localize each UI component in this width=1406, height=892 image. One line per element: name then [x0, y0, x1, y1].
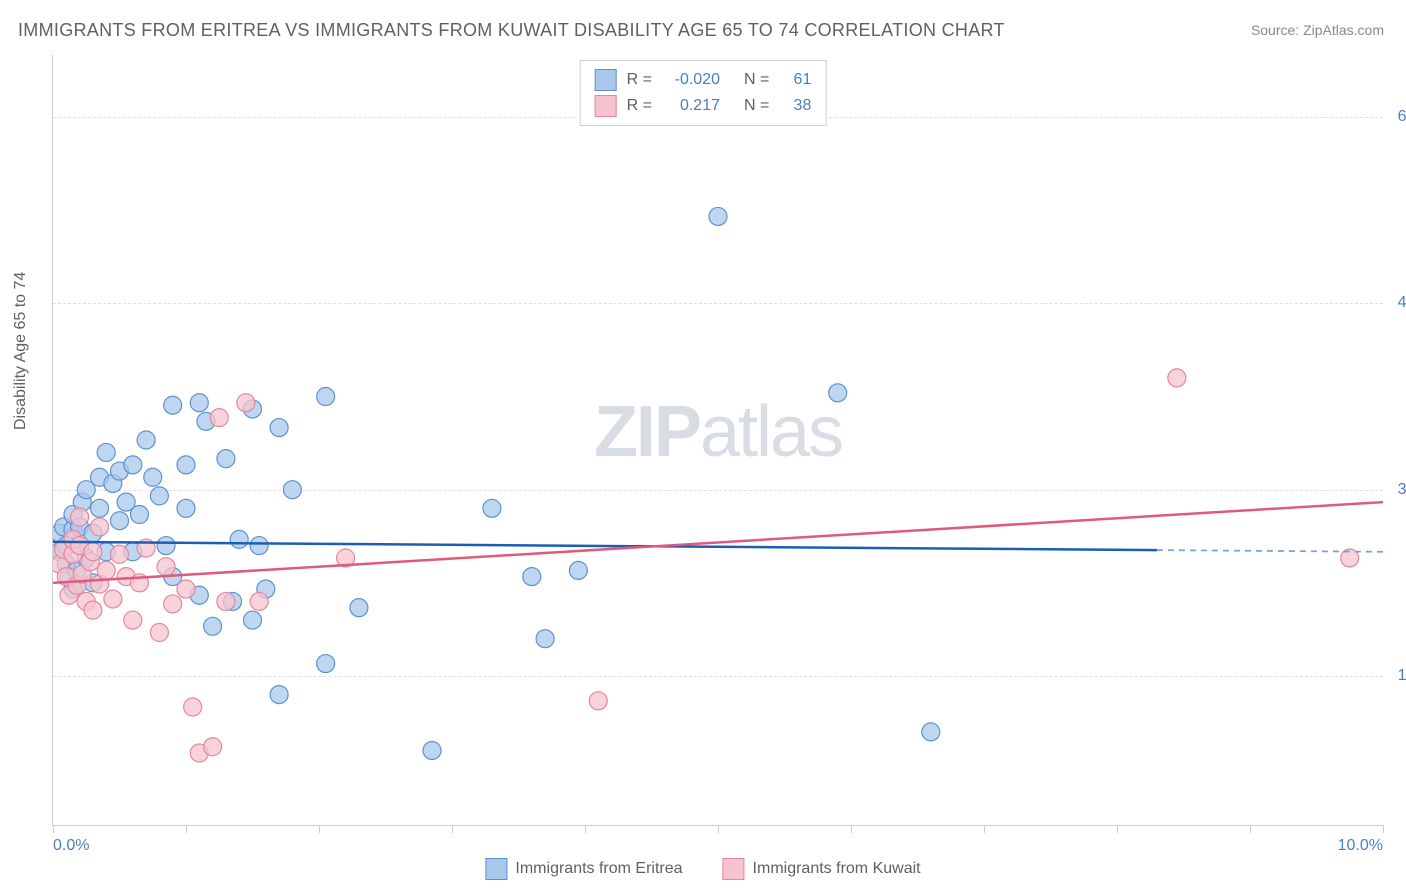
legend-series-item: Immigrants from Eritrea	[485, 858, 682, 880]
data-point	[589, 692, 607, 710]
data-point	[483, 499, 501, 517]
data-point	[523, 568, 541, 586]
y-tick-label: 30.0%	[1398, 481, 1406, 499]
correlation-legend: R = -0.020 N = 61 R = 0.217 N = 38	[580, 60, 827, 126]
data-point	[150, 487, 168, 505]
data-point	[190, 394, 208, 412]
x-tick-label: 10.0%	[1338, 837, 1383, 855]
data-point	[130, 506, 148, 524]
legend-swatch	[723, 858, 745, 880]
data-point	[84, 543, 102, 561]
data-point	[71, 508, 89, 526]
data-point	[177, 580, 195, 598]
data-point	[204, 617, 222, 635]
legend-correlation-row: R = 0.217 N = 38	[595, 93, 812, 119]
data-point	[97, 561, 115, 579]
data-point	[164, 595, 182, 613]
x-tick	[319, 825, 320, 833]
legend-r-label: R =	[627, 97, 652, 115]
data-point	[124, 611, 142, 629]
chart-plot-area: ZIPatlas 15.0%30.0%45.0%60.0%0.0%10.0%	[52, 55, 1383, 826]
data-point	[104, 590, 122, 608]
x-tick	[718, 825, 719, 833]
data-point	[177, 456, 195, 474]
data-point	[829, 384, 847, 402]
data-point	[270, 686, 288, 704]
x-tick	[851, 825, 852, 833]
data-point	[244, 611, 262, 629]
data-point	[157, 558, 175, 576]
data-point	[157, 537, 175, 555]
data-point	[1168, 369, 1186, 387]
legend-r-value: -0.020	[666, 71, 720, 89]
data-point	[111, 545, 129, 563]
legend-swatch	[595, 69, 617, 91]
data-point	[317, 655, 335, 673]
x-tick	[585, 825, 586, 833]
x-tick	[984, 825, 985, 833]
y-tick-label: 60.0%	[1398, 108, 1406, 126]
data-point	[124, 456, 142, 474]
x-tick	[1250, 825, 1251, 833]
data-point	[922, 723, 940, 741]
data-point	[144, 468, 162, 486]
data-point	[217, 450, 235, 468]
data-point	[350, 599, 368, 617]
y-axis-label: Disability Age 65 to 74	[12, 272, 30, 430]
data-point	[709, 207, 727, 225]
x-tick	[186, 825, 187, 833]
x-tick	[452, 825, 453, 833]
data-point	[184, 698, 202, 716]
x-tick	[53, 825, 54, 833]
data-point	[536, 630, 554, 648]
data-point	[91, 499, 109, 517]
legend-r-value: 0.217	[666, 97, 720, 115]
legend-series-label: Immigrants from Eritrea	[515, 860, 682, 878]
y-tick-label: 15.0%	[1398, 667, 1406, 685]
legend-n-value: 61	[783, 71, 811, 89]
data-point	[423, 741, 441, 759]
data-point	[97, 443, 115, 461]
data-point	[210, 409, 228, 427]
legend-n-label: N =	[744, 97, 769, 115]
data-point	[270, 419, 288, 437]
data-point	[569, 561, 587, 579]
legend-swatch	[595, 95, 617, 117]
data-point	[177, 499, 195, 517]
legend-correlation-row: R = -0.020 N = 61	[595, 67, 812, 93]
series-legend: Immigrants from Eritrea Immigrants from …	[485, 858, 920, 880]
legend-r-label: R =	[627, 71, 652, 89]
legend-swatch	[485, 858, 507, 880]
data-point	[111, 512, 129, 530]
data-point	[217, 592, 235, 610]
x-tick	[1117, 825, 1118, 833]
data-point	[317, 388, 335, 406]
legend-n-label: N =	[744, 71, 769, 89]
data-point	[150, 624, 168, 642]
chart-title: IMMIGRANTS FROM ERITREA VS IMMIGRANTS FR…	[18, 20, 1005, 41]
data-point	[164, 396, 182, 414]
data-point	[91, 518, 109, 536]
data-point	[137, 431, 155, 449]
legend-series-item: Immigrants from Kuwait	[723, 858, 921, 880]
data-point	[204, 738, 222, 756]
data-point	[250, 537, 268, 555]
legend-n-value: 38	[783, 97, 811, 115]
data-point	[283, 481, 301, 499]
scatter-svg	[53, 55, 1383, 825]
legend-series-label: Immigrants from Kuwait	[753, 860, 921, 878]
x-tick-label: 0.0%	[53, 837, 89, 855]
source-attribution: Source: ZipAtlas.com	[1251, 22, 1384, 38]
y-tick-label: 45.0%	[1398, 294, 1406, 312]
data-point	[84, 601, 102, 619]
x-tick	[1383, 825, 1384, 833]
data-point	[237, 394, 255, 412]
data-point	[230, 530, 248, 548]
data-point	[250, 592, 268, 610]
